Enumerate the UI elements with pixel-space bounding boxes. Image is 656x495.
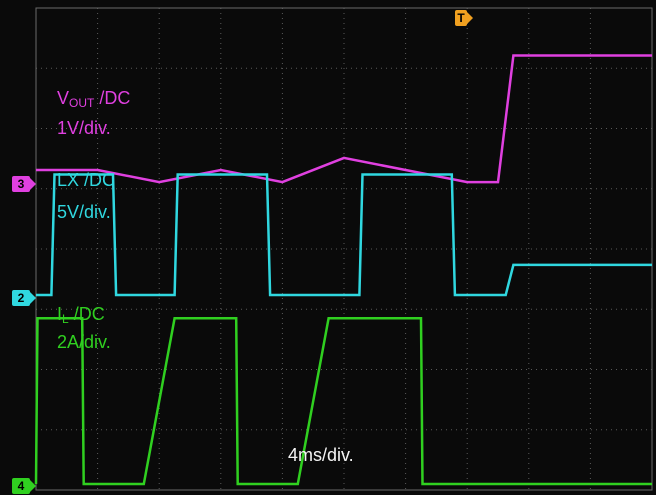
graticule-border	[35, 7, 653, 491]
graticule	[35, 7, 653, 491]
trace-channel-2	[36, 173, 652, 297]
channel-3-marker-icon: 3	[12, 176, 36, 192]
trace-channel-4	[34, 317, 652, 486]
channel-2-label: LX /DC	[57, 170, 116, 190]
channel-4-scale: 2A/div.	[57, 332, 111, 352]
channel-2-scale: 5V/div.	[57, 202, 111, 222]
traces	[34, 54, 652, 486]
channel-2-marker-icon: 2	[12, 290, 36, 306]
timebase-label: 4ms/div.	[288, 445, 354, 465]
trigger-marker-icon: T	[455, 10, 473, 26]
trace-channel-3	[36, 54, 652, 184]
channel-3-scale: 1V/div.	[57, 118, 111, 138]
channel-4-label: IL /DC	[57, 304, 105, 326]
channel-3-label: VOUT /DC	[57, 88, 131, 110]
channel-4-marker-icon: 4	[12, 478, 36, 494]
